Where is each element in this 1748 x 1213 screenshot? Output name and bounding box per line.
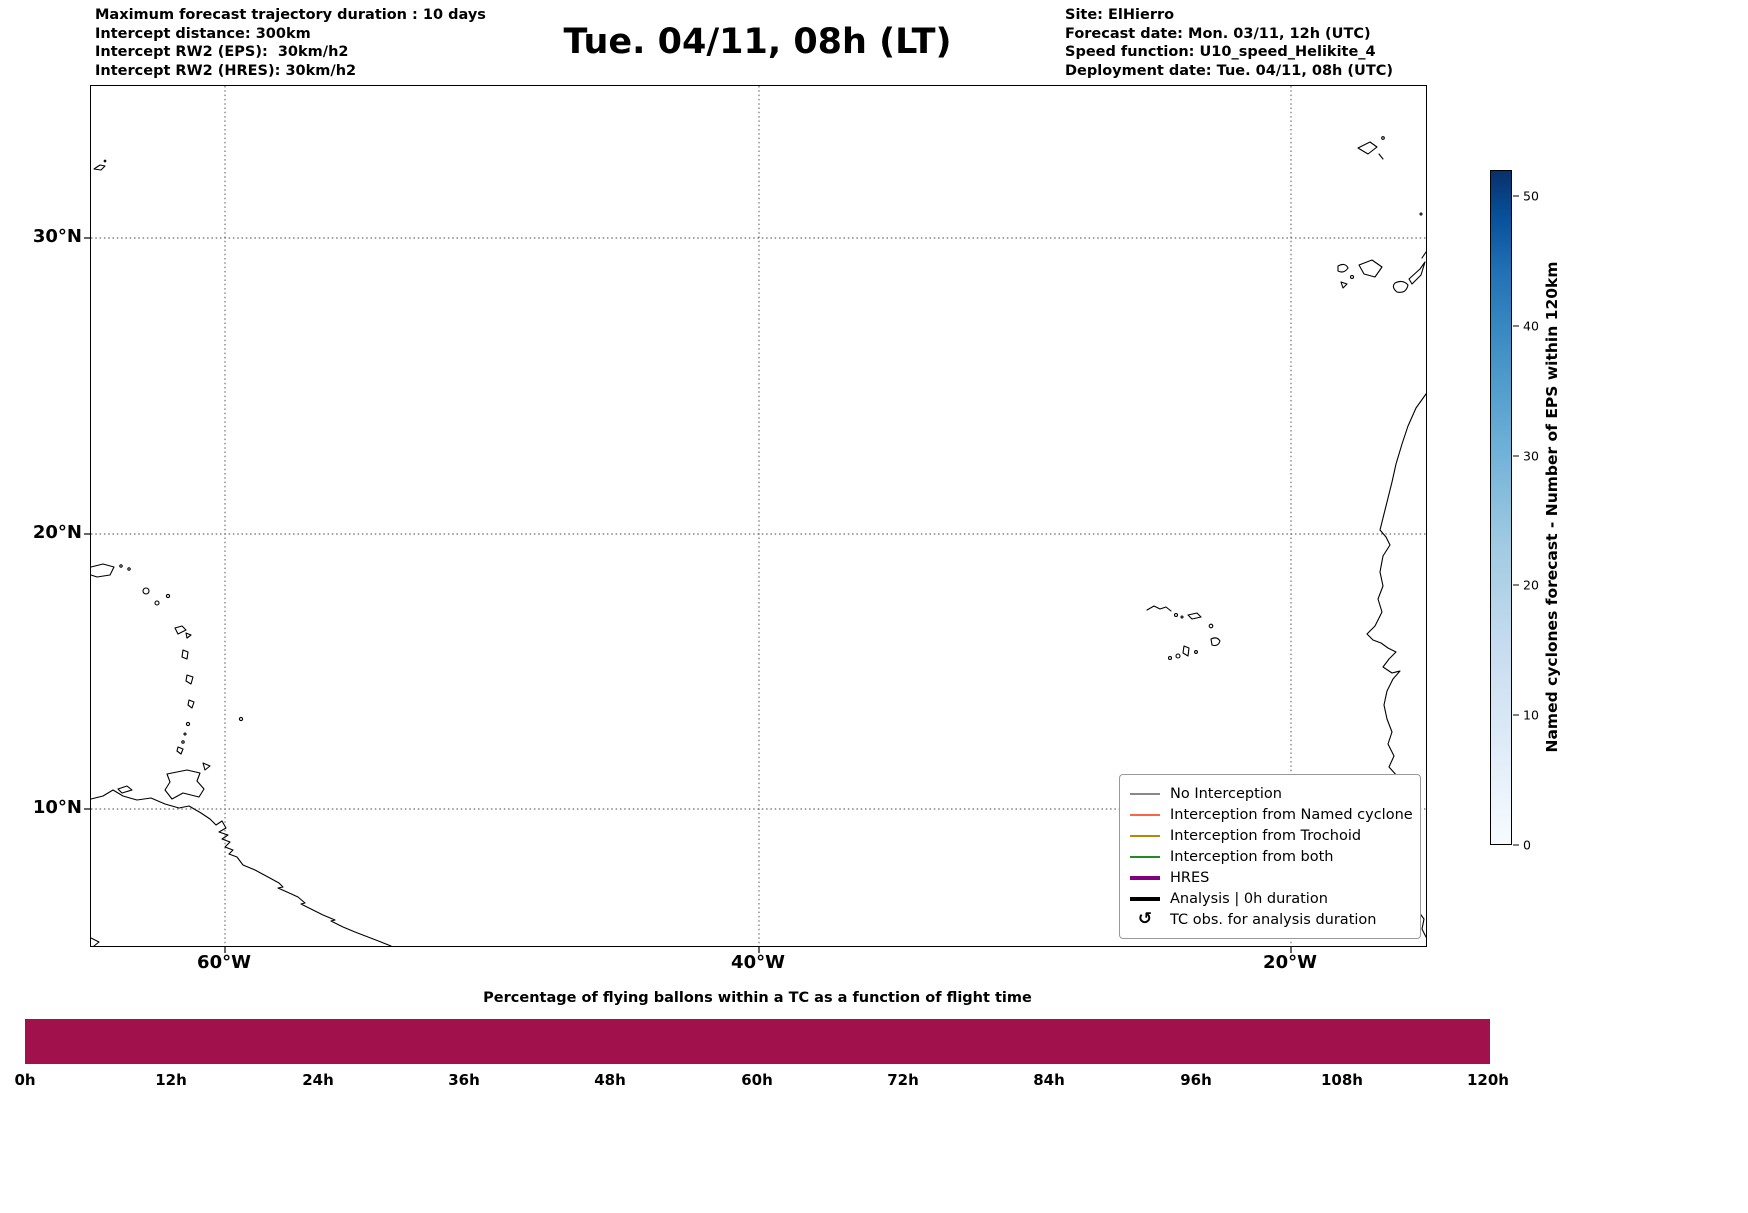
intercept-rw2-eps-text: Intercept RW2 (EPS): 30km/h2 <box>95 44 349 60</box>
colorbar-tick-20: 20 <box>1513 578 1539 593</box>
legend-item-tc-obs: ↺ TC obs. for analysis duration <box>1130 909 1410 930</box>
map-panel: No Interception Interception from Named … <box>84 85 1427 953</box>
legend-item-both: Interception from both <box>1130 846 1410 867</box>
no-interception-line-swatch <box>1130 792 1160 795</box>
x-tick-60h: 60h <box>741 1071 773 1089</box>
x-tick-108h: 108h <box>1321 1071 1363 1089</box>
both-line-swatch <box>1130 855 1160 858</box>
map-svg <box>84 86 1427 953</box>
named-cyclone-line-swatch <box>1130 813 1160 816</box>
lon-label-60w: 60°W <box>197 952 251 973</box>
x-tick-120h: 120h <box>1467 1071 1509 1089</box>
lat-label-30n: 30°N <box>32 226 82 247</box>
forecast-date-text: Forecast date: Mon. 03/11, 12h (UTC) <box>1065 25 1371 42</box>
lon-label-40w: 40°W <box>731 952 785 973</box>
intercept-distance-text: Intercept distance: 300km <box>95 25 311 42</box>
x-tick-48h: 48h <box>594 1071 626 1089</box>
x-tick-36h: 36h <box>448 1071 480 1089</box>
figure-title: Tue. 04/11, 08h (LT) <box>563 22 952 62</box>
flight-time-strip-bar <box>25 1019 1490 1064</box>
map-legend: No Interception Interception from Named … <box>1119 774 1421 939</box>
analysis-line-swatch <box>1130 896 1160 901</box>
run-settings-block: Maximum forecast trajectory duration : 1… <box>95 6 486 80</box>
x-tick-24h: 24h <box>302 1071 334 1089</box>
legend-label: Interception from Named cyclone <box>1170 806 1413 823</box>
legend-label: Analysis | 0h duration <box>1170 890 1328 907</box>
colorbar-label: Named cyclones forecast - Number of EPS … <box>1543 261 1561 753</box>
axis-ticks <box>84 237 1292 953</box>
legend-label: HRES <box>1170 869 1210 886</box>
colorbar <box>1490 170 1512 845</box>
legend-item-hres: HRES <box>1130 867 1410 888</box>
forecast-info-block: Site: ElHierro Forecast date: Mon. 03/11… <box>1065 6 1393 80</box>
x-tick-84h: 84h <box>1033 1071 1065 1089</box>
lon-label-20w: 20°W <box>1263 952 1317 973</box>
x-tick-12h: 12h <box>155 1071 187 1089</box>
lat-label-20n: 20°N <box>32 522 82 543</box>
colorbar-tick-0: 0 <box>1513 838 1531 853</box>
deployment-date-text: Deployment date: Tue. 04/11, 08h (UTC) <box>1065 62 1393 79</box>
lat-label-10n: 10°N <box>32 797 82 818</box>
hres-line-swatch <box>1130 875 1160 880</box>
trochoid-line-swatch <box>1130 834 1160 837</box>
x-tick-72h: 72h <box>887 1071 919 1089</box>
x-tick-96h: 96h <box>1180 1071 1212 1089</box>
cyclone-marker-icon: ↺ <box>1137 909 1153 929</box>
bottom-chart-title: Percentage of flying ballons within a TC… <box>483 990 1032 1006</box>
legend-label: Interception from Trochoid <box>1170 827 1362 844</box>
colorbar-tick-50: 50 <box>1513 189 1539 204</box>
legend-label: No Interception <box>1170 785 1282 802</box>
colorbar-tick-30: 30 <box>1513 449 1539 464</box>
legend-label: TC obs. for analysis duration <box>1170 911 1377 928</box>
colorbar-tick-10: 10 <box>1513 708 1539 723</box>
legend-item-analysis: Analysis | 0h duration <box>1130 888 1410 909</box>
legend-label: Interception from both <box>1170 848 1334 865</box>
legend-item-trochoid: Interception from Trochoid <box>1130 825 1410 846</box>
speed-function-text: Speed function: U10_speed_Helikite_4 <box>1065 44 1376 60</box>
max-duration-text: Maximum forecast trajectory duration : 1… <box>95 7 486 23</box>
intercept-rw2-hres-text: Intercept RW2 (HRES): 30km/h2 <box>95 62 357 79</box>
legend-item-named-cyclone: Interception from Named cyclone <box>1130 804 1413 825</box>
colorbar-tick-40: 40 <box>1513 319 1539 334</box>
site-text: Site: ElHierro <box>1065 7 1175 23</box>
legend-item-no-interception: No Interception <box>1130 783 1410 804</box>
graticule <box>91 86 1426 946</box>
x-tick-0h: 0h <box>14 1071 36 1089</box>
